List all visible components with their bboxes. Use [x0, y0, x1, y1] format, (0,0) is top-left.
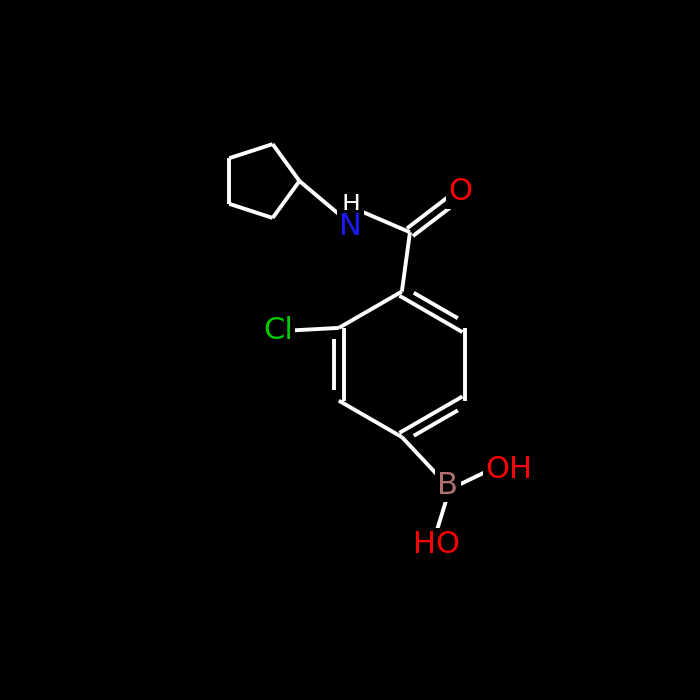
Text: B: B	[438, 471, 458, 500]
Text: N: N	[340, 212, 362, 241]
Text: H: H	[341, 193, 360, 217]
Text: OH: OH	[485, 455, 532, 484]
Text: Cl: Cl	[263, 316, 293, 345]
Text: HO: HO	[414, 531, 461, 559]
Text: O: O	[448, 177, 472, 206]
